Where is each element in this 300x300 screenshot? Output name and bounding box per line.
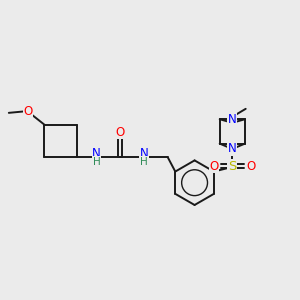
- Text: O: O: [23, 105, 33, 118]
- Text: H: H: [93, 157, 101, 167]
- Text: N: N: [92, 147, 101, 160]
- Text: O: O: [116, 126, 125, 139]
- Text: N: N: [140, 147, 148, 160]
- Text: O: O: [246, 160, 255, 173]
- Text: S: S: [228, 160, 236, 173]
- Text: H: H: [140, 157, 148, 167]
- Text: N: N: [228, 113, 237, 126]
- Text: O: O: [209, 160, 218, 173]
- Text: N: N: [228, 142, 237, 155]
